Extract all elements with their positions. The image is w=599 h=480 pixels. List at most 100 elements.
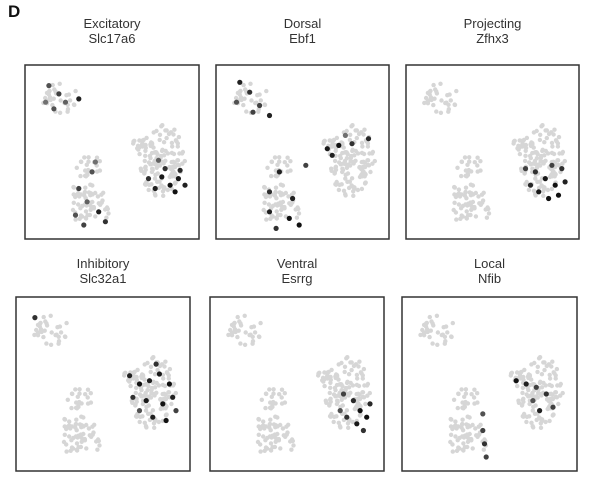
- panel-title-gene: Esrrg: [281, 271, 313, 286]
- background-cell-point: [557, 383, 563, 388]
- background-cell-point: [159, 124, 164, 129]
- background-cell-point: [94, 169, 100, 174]
- background-cell-point: [360, 390, 365, 395]
- background-cell-point: [69, 405, 74, 411]
- background-cell-point: [362, 127, 367, 132]
- expression-point: [170, 394, 176, 400]
- background-cell-point: [427, 314, 432, 320]
- background-cell-point: [452, 192, 457, 197]
- background-cell-point: [467, 424, 473, 429]
- background-cell-point: [269, 159, 274, 164]
- background-cell-point: [356, 131, 362, 137]
- background-cell-point: [438, 110, 444, 115]
- expression-point: [360, 427, 366, 434]
- background-cell-point: [271, 422, 277, 427]
- background-cell-point: [472, 206, 477, 211]
- background-cell-point: [556, 401, 561, 407]
- expression-point: [127, 373, 133, 379]
- background-cell-point: [94, 155, 100, 160]
- background-cell-point: [272, 155, 278, 160]
- expression-point: [130, 394, 136, 400]
- background-cell-point: [69, 391, 75, 396]
- expression-point: [92, 159, 98, 165]
- background-cell-point: [153, 193, 158, 198]
- background-cell-point: [541, 360, 546, 365]
- background-cell-point: [42, 328, 47, 333]
- background-cell-point: [333, 387, 338, 393]
- expression-point: [172, 189, 178, 195]
- background-cell-point: [521, 411, 527, 417]
- background-cell-point: [148, 364, 154, 369]
- background-cell-point: [349, 367, 354, 373]
- background-cell-point: [294, 215, 300, 220]
- background-cell-point: [162, 364, 167, 369]
- background-cell-point: [547, 418, 552, 424]
- background-cell-point: [524, 179, 529, 185]
- background-cell-point: [533, 193, 538, 198]
- background-cell-point: [530, 390, 535, 396]
- background-cell-point: [348, 390, 353, 395]
- background-cell-point: [75, 394, 80, 399]
- background-cell-point: [555, 158, 560, 163]
- background-cell-point: [334, 414, 339, 419]
- background-cell-point: [357, 412, 363, 418]
- background-cell-point: [41, 314, 46, 320]
- background-cell-point: [134, 385, 139, 390]
- background-cell-point: [364, 383, 370, 388]
- background-cell-point: [79, 435, 84, 441]
- expression-point: [349, 141, 355, 147]
- background-cell-point: [148, 162, 153, 167]
- background-cell-point: [262, 200, 267, 205]
- expression-point: [159, 174, 165, 180]
- background-cell-point: [537, 415, 542, 420]
- background-cell-point: [142, 158, 147, 164]
- background-cell-point: [140, 138, 145, 143]
- background-cell-point: [77, 216, 82, 221]
- background-cell-point: [32, 332, 37, 338]
- background-cell-point: [279, 401, 285, 406]
- background-cell-point: [476, 194, 481, 199]
- background-cell-point: [275, 424, 280, 429]
- umap-panel-excitatory: Excitatory Slc17a6: [24, 16, 200, 240]
- background-cell-point: [99, 192, 104, 197]
- background-cell-point: [238, 341, 243, 346]
- background-cell-point: [340, 403, 345, 408]
- background-cell-point: [279, 203, 284, 209]
- background-cell-point: [255, 439, 261, 445]
- panel-title: Projecting Zfhx3: [405, 16, 580, 46]
- background-cell-point: [327, 390, 332, 396]
- background-cell-point: [282, 391, 287, 396]
- background-cell-point: [460, 203, 466, 209]
- expression-point: [276, 169, 282, 175]
- background-cell-point: [539, 153, 544, 159]
- background-cell-point: [154, 165, 159, 170]
- background-cell-point: [277, 155, 282, 160]
- background-cell-point: [464, 174, 469, 179]
- background-cell-point: [455, 424, 461, 429]
- background-cell-point: [67, 434, 72, 439]
- background-cell-point: [142, 377, 147, 382]
- background-cell-point: [289, 447, 294, 452]
- panel-title: Excitatory Slc17a6: [24, 16, 200, 46]
- background-cell-point: [64, 320, 69, 326]
- background-cell-point: [443, 339, 448, 344]
- background-cell-point: [267, 422, 272, 427]
- background-cell-point: [329, 166, 334, 171]
- background-cell-point: [237, 319, 242, 324]
- background-cell-point: [323, 398, 328, 403]
- background-cell-point: [449, 334, 454, 340]
- background-cell-point: [139, 394, 144, 399]
- expression-point: [273, 225, 279, 231]
- background-cell-point: [445, 330, 450, 335]
- expression-point: [46, 83, 52, 89]
- background-cell-point: [138, 166, 143, 171]
- background-cell-point: [432, 96, 437, 101]
- background-cell-point: [273, 435, 278, 441]
- background-cell-point: [361, 395, 367, 400]
- background-cell-point: [74, 428, 79, 433]
- background-cell-point: [526, 187, 532, 193]
- background-cell-point: [235, 314, 240, 320]
- background-cell-point: [360, 376, 365, 381]
- background-cell-point: [161, 140, 167, 145]
- background-cell-point: [349, 176, 355, 181]
